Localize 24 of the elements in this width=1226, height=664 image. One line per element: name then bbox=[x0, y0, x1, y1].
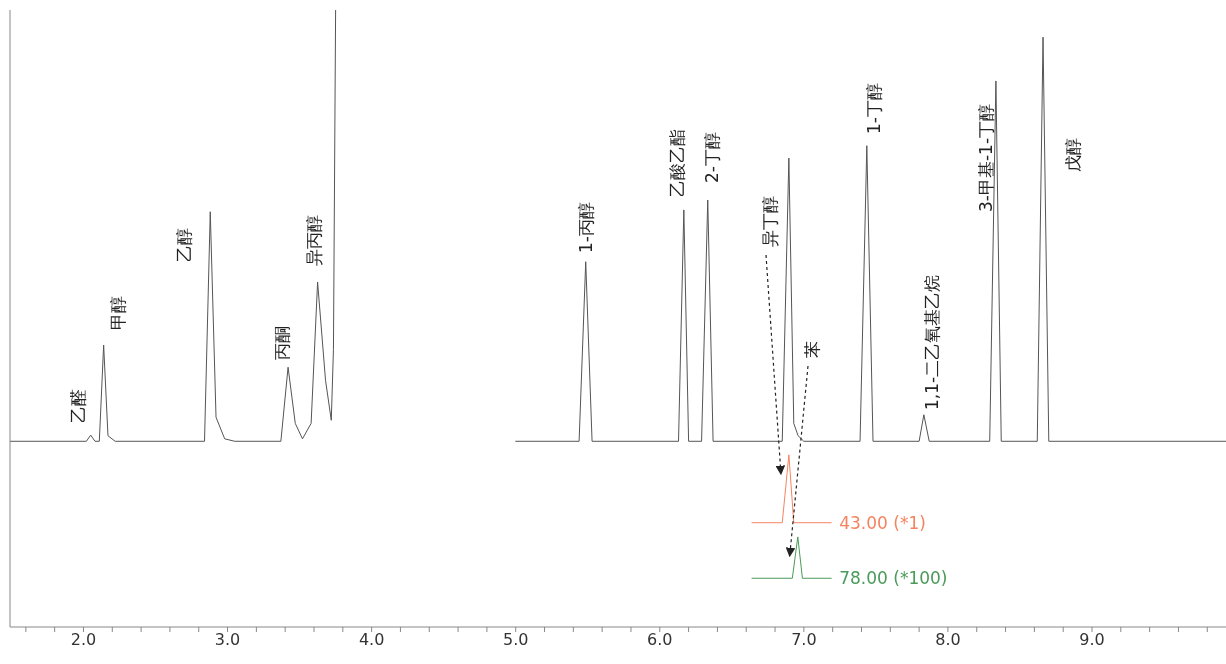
annotation: 3-甲基-1-丁醇 bbox=[976, 103, 996, 212]
x-tick-label: 4.0 bbox=[358, 630, 385, 650]
annotation: 苯 bbox=[802, 341, 822, 358]
annotation: 丙酮 bbox=[272, 326, 292, 360]
annotation: 甲醇 bbox=[108, 296, 128, 330]
x-tick-label: 8.0 bbox=[935, 630, 961, 650]
x-tick-label: 7.0 bbox=[791, 630, 817, 650]
annotation: 异丙醇 bbox=[304, 215, 324, 266]
series-label: 78.00 (*100) bbox=[839, 568, 948, 589]
annotation: 乙醛 bbox=[68, 389, 88, 423]
series-label: 43.00 (*1) bbox=[839, 512, 926, 533]
annotation: 1-丙醇 bbox=[576, 202, 596, 253]
annotation: 1,1-二乙氧基乙烷 bbox=[922, 274, 942, 410]
annotation: 乙酸乙酯 bbox=[667, 129, 687, 197]
x-tick-label: 6.0 bbox=[647, 630, 673, 650]
annotation: 乙醇 bbox=[174, 228, 194, 262]
x-tick-label: 3.0 bbox=[214, 630, 241, 650]
annotation: 2-丁醇 bbox=[702, 132, 722, 183]
annotation: 异丁醇 bbox=[760, 196, 780, 247]
x-tick-label: 9.0 bbox=[1079, 630, 1105, 650]
x-tick-label: 5.0 bbox=[502, 630, 529, 650]
annotation: 1-丁醇 bbox=[864, 83, 884, 134]
annotation: 戊醇 bbox=[1063, 138, 1083, 172]
x-tick-label: 2.0 bbox=[70, 630, 97, 650]
